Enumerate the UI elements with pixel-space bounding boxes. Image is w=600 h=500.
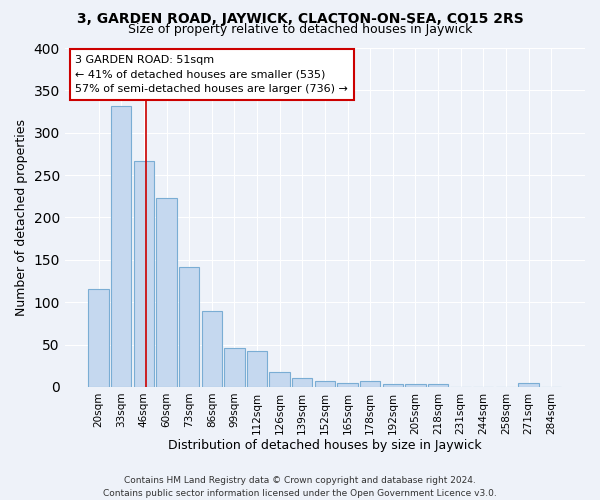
Bar — [428, 384, 448, 387]
Bar — [360, 381, 380, 387]
Bar — [337, 382, 358, 387]
Bar — [518, 382, 539, 387]
Y-axis label: Number of detached properties: Number of detached properties — [15, 119, 28, 316]
Bar — [111, 106, 131, 387]
Text: 3 GARDEN ROAD: 51sqm
← 41% of detached houses are smaller (535)
57% of semi-deta: 3 GARDEN ROAD: 51sqm ← 41% of detached h… — [75, 55, 348, 94]
Text: Contains HM Land Registry data © Crown copyright and database right 2024.
Contai: Contains HM Land Registry data © Crown c… — [103, 476, 497, 498]
Bar — [134, 160, 154, 387]
Bar — [157, 198, 176, 387]
Text: Size of property relative to detached houses in Jaywick: Size of property relative to detached ho… — [128, 22, 472, 36]
Bar — [179, 266, 199, 387]
Bar — [315, 381, 335, 387]
X-axis label: Distribution of detached houses by size in Jaywick: Distribution of detached houses by size … — [168, 440, 482, 452]
Bar — [224, 348, 245, 387]
Bar — [383, 384, 403, 387]
Bar — [405, 384, 425, 387]
Bar — [202, 310, 222, 387]
Bar — [88, 288, 109, 387]
Bar — [292, 378, 313, 387]
Bar — [247, 352, 267, 387]
Bar — [269, 372, 290, 387]
Text: 3, GARDEN ROAD, JAYWICK, CLACTON-ON-SEA, CO15 2RS: 3, GARDEN ROAD, JAYWICK, CLACTON-ON-SEA,… — [77, 12, 523, 26]
